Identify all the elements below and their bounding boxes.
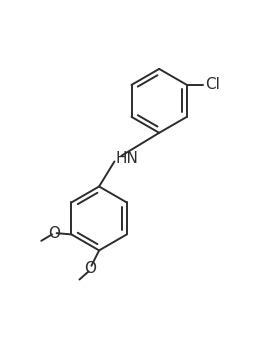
Text: HN: HN [116,151,139,166]
Text: O: O [84,261,96,276]
Text: Cl: Cl [205,77,220,92]
Text: O: O [48,226,60,241]
